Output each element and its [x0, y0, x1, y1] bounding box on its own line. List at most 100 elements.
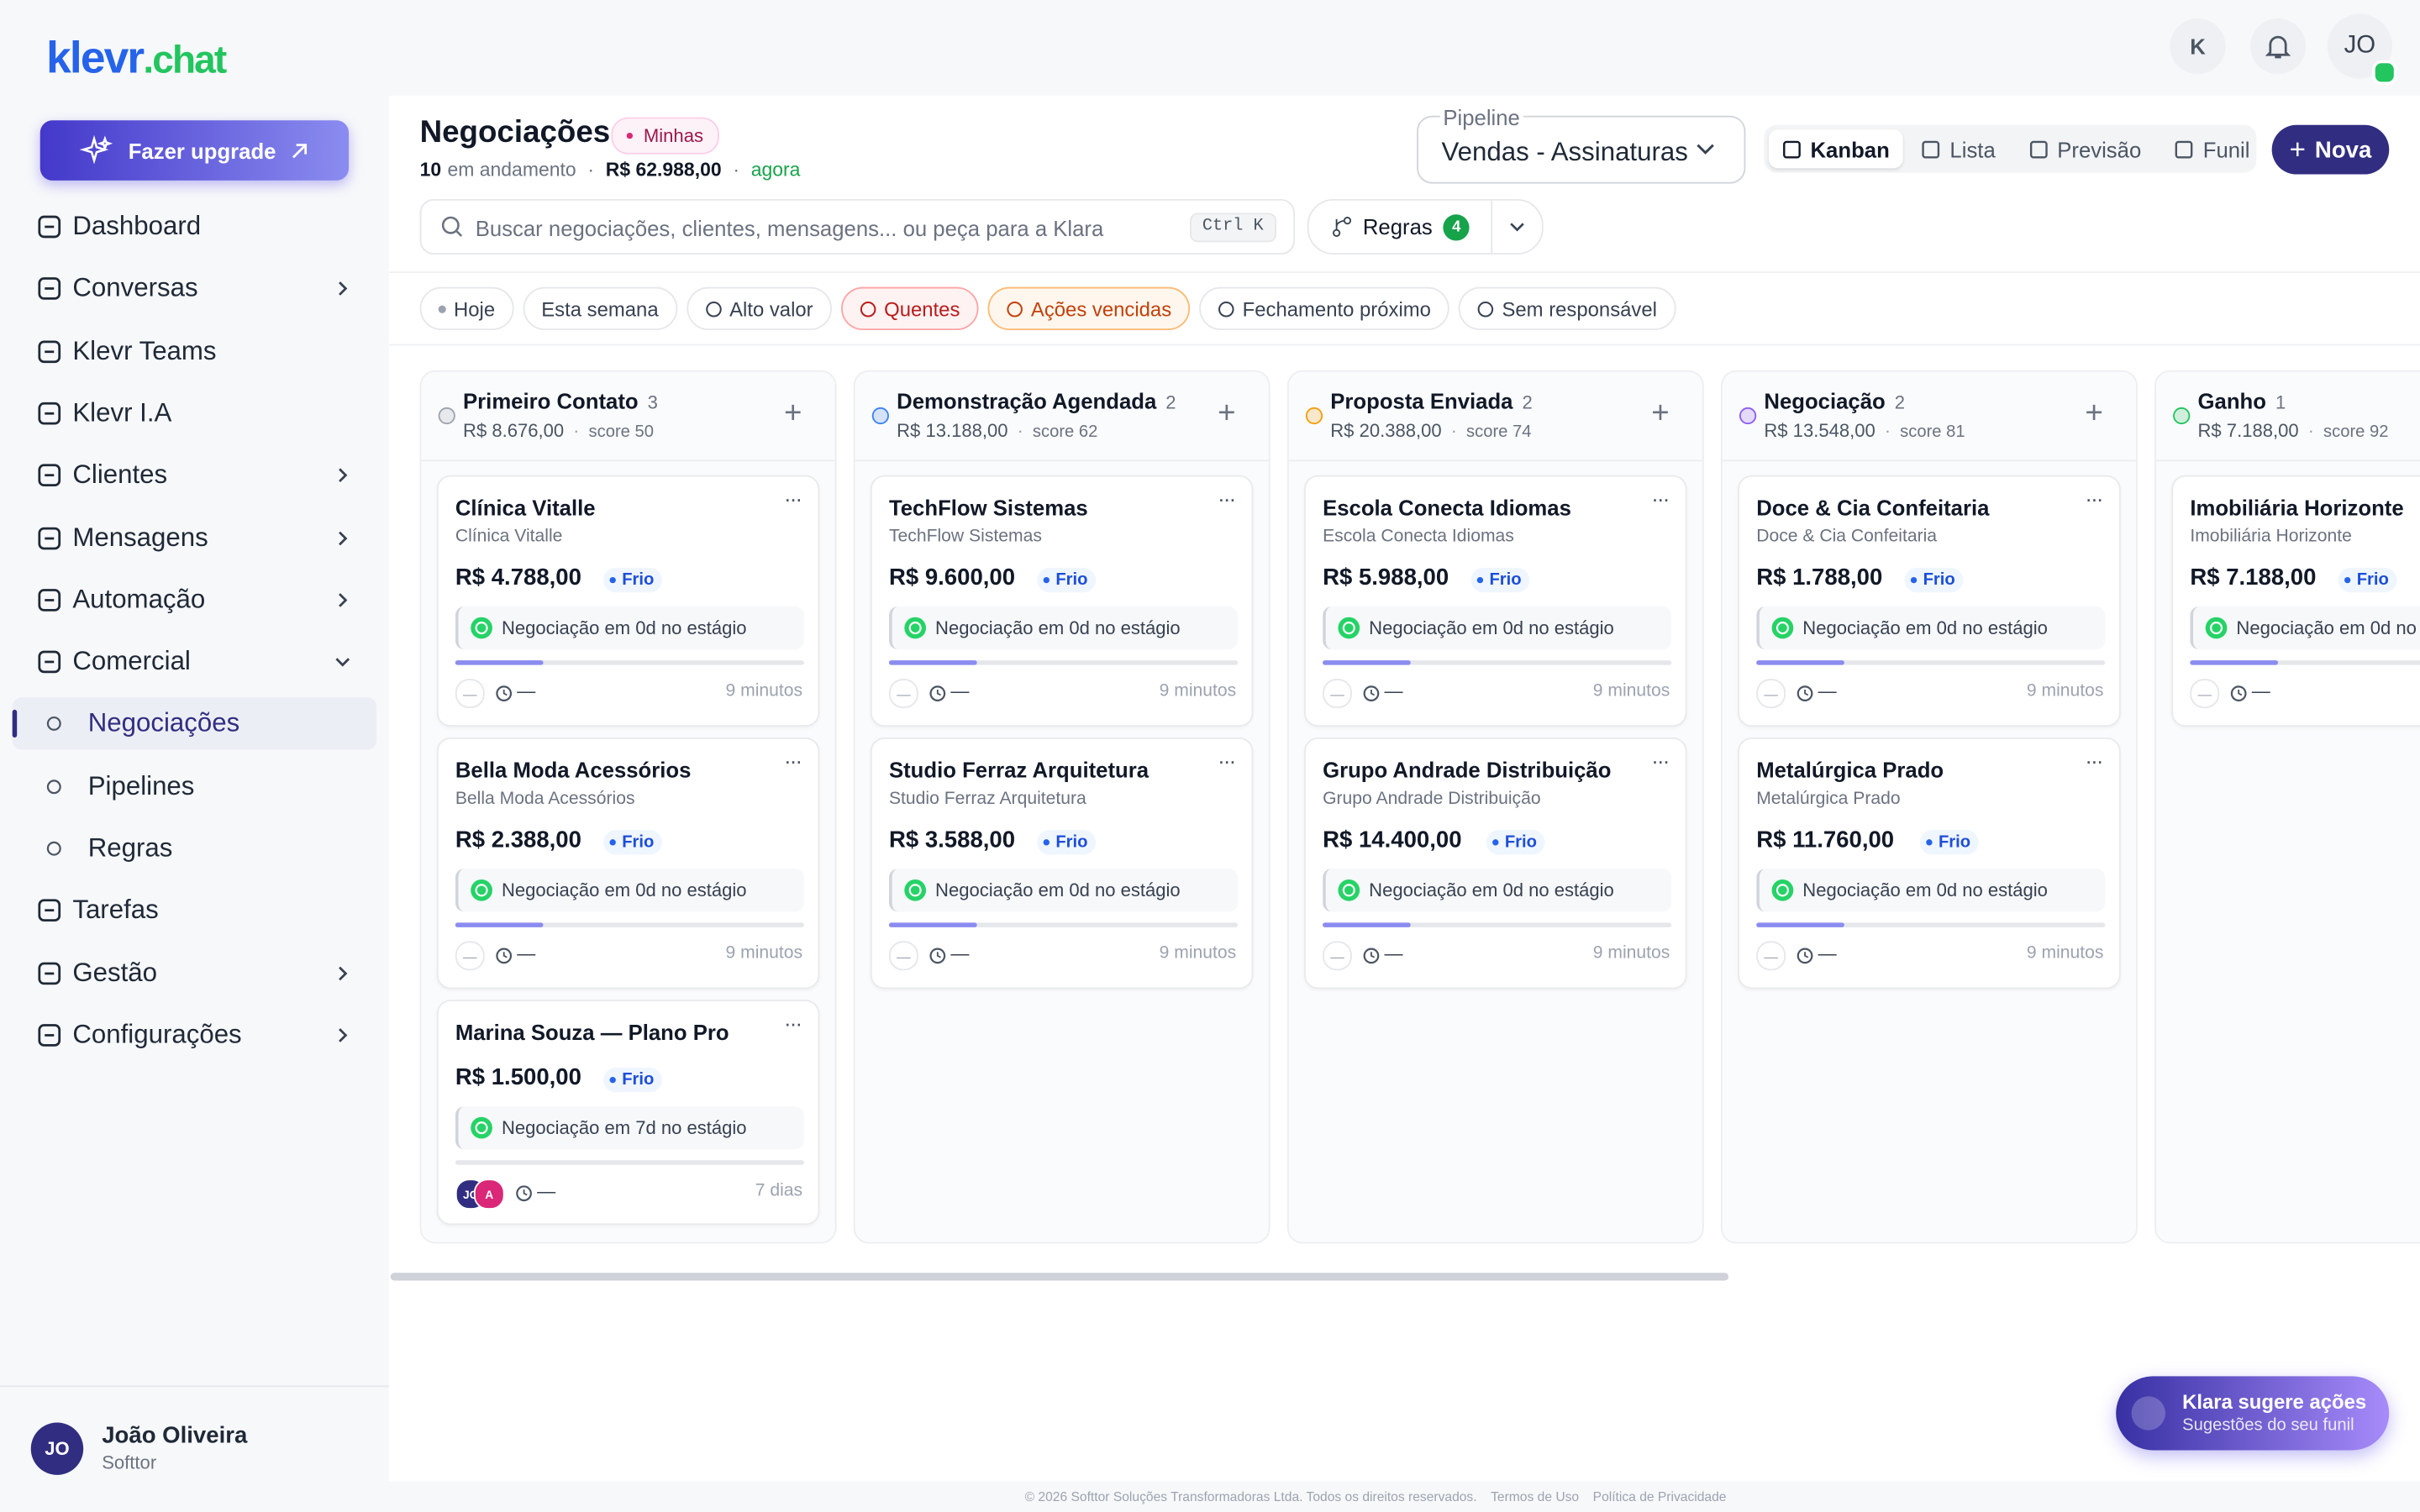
- rules-button[interactable]: Regras 4: [1309, 201, 1491, 253]
- more-button[interactable]: ···: [1651, 748, 1670, 774]
- separator: ·: [1884, 419, 1891, 442]
- column-name: Ganho: [2197, 388, 2266, 414]
- column-header: Negociação 2 R$ 13.548,00 · score 81 +: [1722, 372, 2137, 462]
- nav-item[interactable]: Clientes: [31, 449, 376, 501]
- view-tab[interactable]: Kanban: [1768, 129, 1904, 169]
- elapsed-time: 9 minutos: [2026, 681, 2104, 701]
- logo[interactable]: klevr.chat: [46, 34, 227, 85]
- new-button[interactable]: + Nova: [2271, 124, 2390, 175]
- filter-chip[interactable]: Sem responsável: [1459, 286, 1676, 331]
- terms-link[interactable]: Termos de Uso: [1491, 1488, 1580, 1504]
- nav-item[interactable]: Regras: [31, 822, 376, 874]
- temperature-tag: Frio: [1037, 830, 1096, 855]
- more-button[interactable]: ···: [784, 748, 802, 774]
- nav-item[interactable]: Tarefas: [31, 885, 376, 937]
- view-tab[interactable]: Previsão: [2014, 129, 2157, 168]
- scrollbar[interactable]: [390, 1273, 1729, 1281]
- deal-company: Studio Ferraz Arquitetura: [888, 790, 1086, 809]
- deal-card[interactable]: Metalúrgica Prado ··· Metalúrgica Prado R$ …: [1738, 737, 2121, 990]
- nav-item[interactable]: Klevr I.A: [31, 387, 376, 439]
- deal-card[interactable]: Escola Conecta Idiomas ··· Escola Conecta …: [1304, 475, 1687, 727]
- whatsapp-icon: [904, 879, 927, 901]
- assignee-placeholder[interactable]: —: [455, 679, 485, 709]
- assignee-placeholder[interactable]: —: [1323, 679, 1352, 709]
- filter-chip[interactable]: Hoje: [419, 286, 514, 331]
- pipeline-select[interactable]: Pipeline Vendas - Assinaturas: [1417, 104, 1746, 184]
- nav-item[interactable]: Pipelines: [31, 760, 376, 812]
- add-card-button[interactable]: +: [1218, 396, 1236, 431]
- activity: Negociação em 0d no estágio: [455, 606, 804, 650]
- deal-card[interactable]: Bella Moda Acessórios ··· Bella Moda Acess…: [436, 737, 820, 990]
- notifications-button[interactable]: [2249, 18, 2307, 75]
- deal-card[interactable]: Studio Ferraz Arquitetura ··· Studio Ferra…: [870, 737, 1254, 990]
- assignee-placeholder[interactable]: —: [888, 941, 918, 971]
- workspace-button[interactable]: K: [2170, 18, 2226, 75]
- tag-label: Frio: [1923, 570, 1955, 590]
- deal-card[interactable]: Imobiliária Horizonte···Imobiliária Hori…: [2171, 475, 2420, 727]
- rules-dropdown[interactable]: [1491, 200, 1543, 254]
- add-card-button[interactable]: +: [1651, 396, 1670, 431]
- deal-card[interactable]: Doce & Cia Confeitaria ··· Doce & Cia Conf…: [1738, 475, 2121, 727]
- column-score: score 50: [588, 423, 655, 442]
- privacy-link[interactable]: Política de Privacidade: [1592, 1488, 1727, 1504]
- more-button[interactable]: ···: [2085, 486, 2103, 511]
- nav-item[interactable]: Automação: [31, 574, 376, 626]
- deal-count: 10: [419, 159, 442, 181]
- nav-item[interactable]: Configurações: [31, 1009, 376, 1061]
- add-card-button[interactable]: +: [2085, 396, 2103, 431]
- more-button[interactable]: ···: [784, 486, 802, 511]
- column-summary: R$ 8.676,00 · score 50: [463, 420, 654, 442]
- page-title: Negociações: [419, 115, 611, 150]
- nav-label: Regras: [87, 832, 173, 863]
- search-box[interactable]: Buscar negociações, clientes, mensagens.…: [419, 198, 1296, 255]
- chip-icon: [1218, 301, 1234, 317]
- view-tab[interactable]: Lista: [1907, 129, 2011, 168]
- view-tab[interactable]: Funil: [2160, 129, 2265, 168]
- tag-dot: [1910, 576, 1918, 584]
- nav-icon: [38, 339, 61, 363]
- nav-item[interactable]: Klevr Teams: [31, 325, 376, 377]
- filter-badge[interactable]: Minhas: [611, 117, 719, 155]
- deal-card[interactable]: Grupo Andrade Distribuição ··· Grupo Andra…: [1304, 737, 1687, 990]
- more-button[interactable]: ···: [1651, 486, 1670, 511]
- deal-card[interactable]: Marina Souza — Plano Pro ··· R$ 1.500,00 Fr…: [436, 1000, 820, 1226]
- nav-item[interactable]: Mensagens: [31, 512, 376, 564]
- more-button[interactable]: ···: [1218, 748, 1236, 774]
- upgrade-button[interactable]: Fazer upgrade: [39, 120, 350, 181]
- deal-card[interactable]: TechFlow Sistemas ··· TechFlow Sistemas R$ …: [870, 475, 1254, 727]
- tag-dot: [1492, 839, 1499, 846]
- filter-chip[interactable]: Quentes: [840, 286, 979, 331]
- nav-item[interactable]: Gestão: [31, 947, 376, 999]
- pipeline-value: Vendas - Assinaturas: [1441, 137, 1688, 167]
- assignee-placeholder[interactable]: —: [1756, 941, 1786, 971]
- activity-text: Negociação em 7d no estágio: [501, 1116, 747, 1139]
- more-button[interactable]: ···: [784, 1011, 802, 1036]
- search-icon: [441, 216, 463, 237]
- add-card-button[interactable]: +: [784, 396, 802, 431]
- active-indicator: [12, 710, 18, 738]
- elapsed-time: 9 minutos: [725, 944, 803, 963]
- assignee-placeholder[interactable]: —: [2190, 679, 2220, 709]
- nav-item[interactable]: Negociações: [12, 697, 377, 751]
- temperature-tag: Frio: [2338, 567, 2397, 593]
- deal-card[interactable]: Clínica Vitalle ··· Clínica Vitalle R$ 4.78…: [436, 475, 820, 727]
- assignee-placeholder[interactable]: —: [455, 941, 485, 971]
- filter-chip[interactable]: Alto valor: [686, 286, 832, 331]
- user-avatar[interactable]: JO: [30, 1422, 84, 1475]
- assignee-placeholder[interactable]: —: [1323, 941, 1352, 971]
- more-button[interactable]: ···: [2085, 748, 2103, 774]
- filter-chip[interactable]: Esta semana: [523, 286, 677, 331]
- assignee-placeholder[interactable]: —: [1756, 679, 1786, 709]
- filter-chip[interactable]: Ações vencidas: [987, 286, 1191, 331]
- due-date: —: [1384, 680, 1403, 702]
- assignee-placeholder[interactable]: —: [888, 679, 918, 709]
- more-button[interactable]: ···: [1218, 486, 1236, 511]
- klara-button[interactable]: Klara sugere ações Sugestões do seu funi…: [2116, 1376, 2390, 1451]
- filter-chip[interactable]: Fechamento próximo: [1199, 286, 1450, 331]
- nav-item[interactable]: Comercial: [31, 636, 376, 688]
- nav-item[interactable]: Conversas: [31, 263, 376, 315]
- quick-filters: Hoje Esta semana Alto valor Quentes Ações ve…: [419, 286, 1676, 331]
- nav-item[interactable]: Dashboard: [31, 201, 376, 253]
